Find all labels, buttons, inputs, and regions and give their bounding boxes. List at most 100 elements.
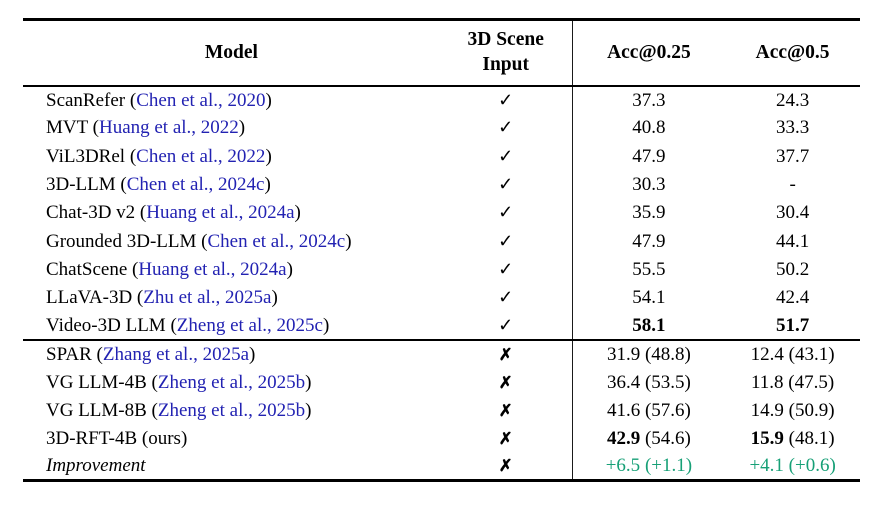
acc25-cell: 36.4 (53.5)	[571, 368, 726, 397]
section-without-3d-scene-input: SPAR (Zhang et al., 2025a) ✗ 31.9 (48.8)…	[23, 340, 860, 481]
scene-input-cell: ✓	[440, 199, 572, 227]
citation-close-paren: )	[238, 117, 246, 139]
acc50-paren-value: (43.1)	[783, 344, 835, 366]
citation-link[interactable]: Zhang et al., 2025a	[102, 344, 250, 366]
cross-icon: ✗	[498, 400, 513, 420]
table-row: ViL3DRel (Chen et al., 2022) ✓ 47.9 37.7	[23, 142, 860, 171]
acc50-paren-value: (50.9)	[783, 399, 835, 421]
table-row: Improvement ✗ +6.5 (+1.1) +4.1 (+0.6)	[23, 452, 860, 481]
column-header-acc50: Acc@0.5	[725, 19, 860, 87]
model-cell: Improvement	[23, 453, 440, 481]
acc25-cell: 35.9	[571, 198, 726, 227]
acc25-cell: 47.9	[571, 142, 726, 171]
column-header-acc25: Acc@0.25	[571, 19, 726, 87]
acc25-value: 30.3	[632, 174, 666, 196]
check-icon: ✓	[498, 315, 514, 336]
check-icon: ✓	[498, 258, 514, 279]
acc25-paren-value: (48.8)	[640, 344, 691, 366]
acc25-value: 47.9	[632, 145, 666, 167]
model-name: Chat-3D v2 (	[46, 202, 147, 224]
acc50-cell: 15.9 (48.1)	[725, 424, 860, 452]
citation-close-paren: )	[265, 145, 272, 167]
column-header-scene-input: 3D Scene Input	[439, 19, 573, 87]
check-icon: ✓	[498, 287, 514, 308]
table-row: MVT (Huang et al., 2022) ✓ 40.8 33.3	[23, 113, 860, 143]
model-name: Video-3D LLM (	[46, 315, 177, 337]
model-cell: ChatScene (Huang et al., 2024a)	[23, 255, 440, 283]
citation-close-paren: )	[305, 371, 312, 393]
acc25-cell: 58.1	[571, 311, 726, 341]
table-row: ScanRefer (Chen et al., 2020) ✓ 37.3 24.…	[23, 85, 860, 114]
citation-link[interactable]: Chen et al., 2024c	[126, 174, 265, 196]
acc50-value: 42.4	[775, 287, 810, 309]
table-row: Chat-3D v2 (Huang et al., 2024a) ✓ 35.9 …	[23, 198, 860, 227]
acc50-value: -	[789, 174, 796, 196]
acc25-value: 37.3	[632, 89, 666, 111]
table-row: Grounded 3D-LLM (Chen et al., 2024c) ✓ 4…	[23, 226, 860, 256]
model-name: Improvement	[46, 455, 146, 477]
citation-link[interactable]: Chen et al., 2020	[136, 89, 266, 111]
check-icon: ✓	[498, 230, 514, 251]
acc50-value: 44.1	[775, 230, 810, 252]
citation-link[interactable]: Zheng et al., 2025b	[157, 371, 306, 393]
acc25-cell: 54.1	[571, 283, 726, 312]
scene-input-cell: ✓	[440, 255, 572, 283]
table-row: SPAR (Zhang et al., 2025a) ✗ 31.9 (48.8)…	[23, 340, 860, 369]
citation-link[interactable]: Zheng et al., 2025b	[157, 399, 306, 421]
model-cell: 3D-LLM (Chen et al., 2024c)	[23, 170, 440, 198]
citation-link[interactable]: Huang et al., 2024a	[138, 258, 287, 280]
citation-link[interactable]: Zheng et al., 2025c	[176, 315, 323, 337]
citation-close-paren: )	[294, 202, 301, 224]
acc50-value: 30.4	[775, 202, 810, 224]
acc50-value: 14.9	[750, 399, 784, 421]
acc50-paren-value: (+0.6)	[783, 455, 836, 477]
model-cell: Grounded 3D-LLM (Chen et al., 2024c)	[23, 227, 440, 255]
acc25-cell: +6.5 (+1.1)	[571, 452, 726, 481]
citation-link[interactable]: Huang et al., 2022	[98, 117, 239, 139]
acc25-cell: 40.8	[571, 113, 726, 143]
model-cell: ViL3DRel (Chen et al., 2022)	[23, 142, 440, 170]
acc25-cell: 37.3	[571, 85, 726, 114]
acc25-cell: 47.9	[571, 226, 726, 256]
acc25-value: 47.9	[632, 230, 666, 252]
citation-link[interactable]: Chen et al., 2022	[136, 145, 266, 167]
acc50-cell: 51.7	[725, 312, 860, 340]
acc25-paren-value: (+1.1)	[640, 455, 693, 477]
citation-close-paren: )	[322, 315, 330, 337]
acc50-cell: 50.2	[725, 255, 860, 283]
acc50-value: 15.9	[750, 428, 784, 449]
acc25-cell: 30.3	[571, 170, 726, 199]
acc50-value: +4.1	[749, 455, 784, 477]
scene-input-cell: ✓	[440, 114, 572, 142]
citation-link[interactable]: Zhu et al., 2025a	[143, 287, 272, 309]
table-header: Model 3D Scene Input Acc@0.25 Acc@0.5	[23, 19, 860, 87]
scene-input-cell: ✓	[440, 227, 572, 255]
scene-input-line1: 3D Scene	[467, 29, 544, 51]
model-cell: VG LLM-4B (Zheng et al., 2025b)	[23, 368, 440, 396]
scene-input-cell: ✗	[440, 453, 572, 481]
acc25-paren-value: (54.6)	[640, 428, 691, 449]
model-name: ViL3DRel (	[46, 145, 137, 167]
acc25-cell: 55.5	[571, 255, 726, 284]
acc50-value: 12.4	[750, 344, 784, 366]
scene-input-line2: Input	[482, 53, 529, 75]
scene-input-cell: ✗	[440, 340, 572, 368]
acc50-cell: -	[725, 170, 860, 198]
cross-icon: ✗	[498, 372, 513, 392]
scene-input-cell: ✓	[440, 142, 572, 170]
citation-link[interactable]: Chen et al., 2024c	[207, 230, 346, 252]
citation-link[interactable]: Huang et al., 2024a	[146, 202, 295, 224]
table-row: VG LLM-8B (Zheng et al., 2025b) ✗ 41.6 (…	[23, 396, 860, 425]
acc50-cell: 37.7	[725, 142, 860, 170]
scene-input-cell: ✓	[440, 86, 572, 114]
table-row: 3D-LLM (Chen et al., 2024c) ✓ 30.3 -	[23, 170, 860, 199]
acc25-value: 42.9	[606, 428, 641, 449]
acc25-value: 41.6	[606, 399, 641, 421]
acc25-cell: 41.6 (57.6)	[571, 396, 726, 425]
column-header-model: Model	[23, 19, 440, 87]
acc50-cell: 44.1	[725, 227, 860, 255]
model-name: 3D-LLM (	[46, 174, 127, 196]
header-row: Model 3D Scene Input Acc@0.25 Acc@0.5	[23, 19, 860, 87]
model-cell: LLaVA-3D (Zhu et al., 2025a)	[23, 284, 440, 312]
acc25-paren-value: (53.5)	[640, 371, 691, 393]
